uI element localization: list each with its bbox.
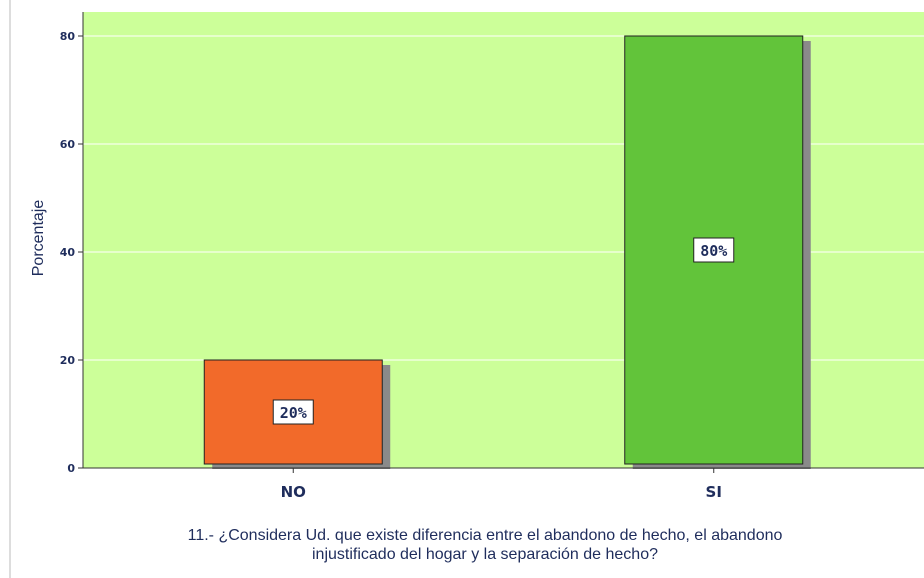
y-tick-label: 80	[60, 30, 76, 43]
y-tick-label: 20	[60, 354, 76, 367]
data-label: 20%	[280, 404, 307, 422]
x-tick-labels: NO SI	[281, 468, 722, 501]
x-tick-label-no: NO	[281, 483, 306, 501]
x-axis-title-line-1: 11.- ¿Considera Ud. que existe diferenci…	[188, 527, 783, 544]
y-tick-labels: 0 20 40 60 80	[60, 30, 83, 475]
y-tick-label: 60	[60, 138, 76, 151]
data-label-box	[693, 237, 735, 263]
y-tick-label: 0	[67, 462, 75, 475]
x-axis-title-line-2: injustificado del hogar y la separación …	[312, 546, 658, 563]
x-tick-label-si: SI	[706, 483, 722, 501]
y-tick-label: 40	[60, 246, 76, 259]
y-axis-title: Porcentaje	[30, 200, 47, 277]
data-label-box	[272, 399, 314, 425]
data-label: 80%	[700, 242, 727, 260]
data-labels: 20% 80%	[272, 237, 735, 425]
